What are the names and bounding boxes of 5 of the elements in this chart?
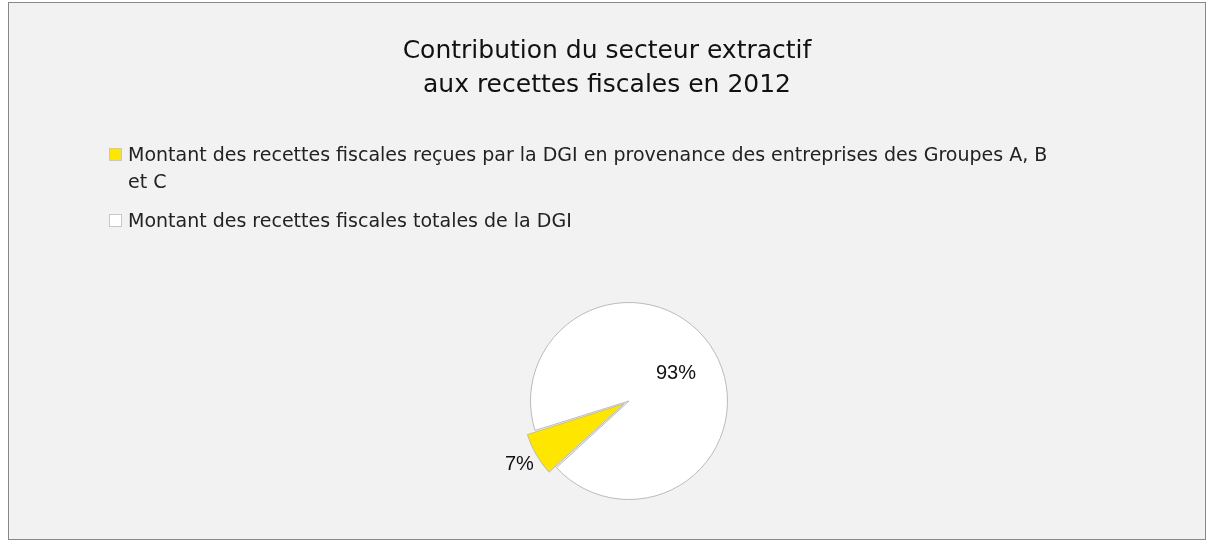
data-label: 7%	[504, 451, 535, 474]
legend-label: Montant des recettes fiscales reçues par la DGI en provenance des entreprises des Groupes A, B et C	[128, 142, 1049, 194]
legend-label: Montant des recettes fiscales totales de la DGI	[128, 208, 572, 233]
data-label: 93%	[655, 361, 697, 384]
chart-title: Contribution du secteur extractif aux recettes fiscales en 2012	[401, 34, 813, 100]
